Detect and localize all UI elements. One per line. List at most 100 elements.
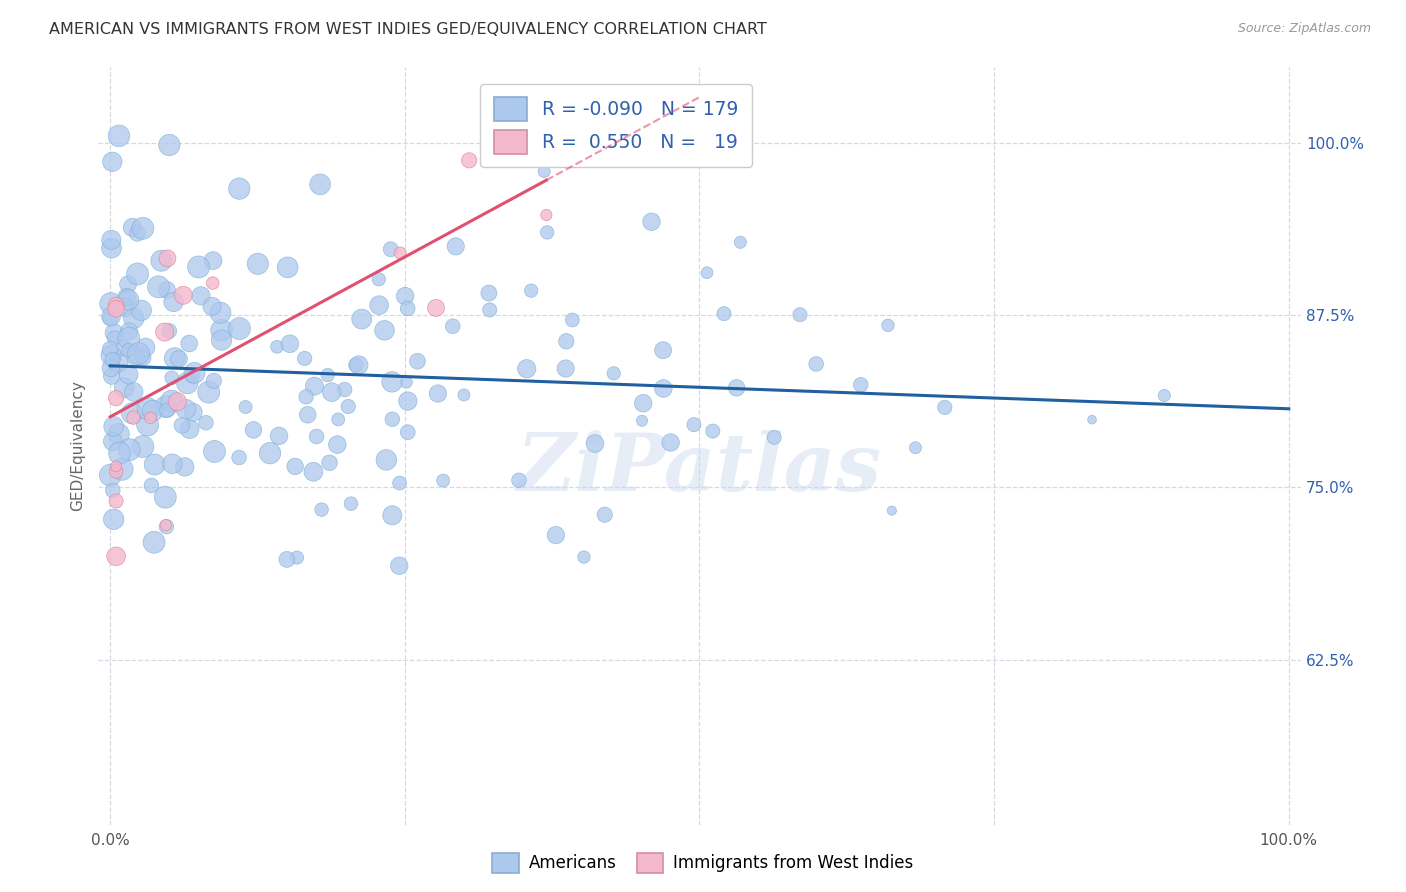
Y-axis label: GED/Equivalency: GED/Equivalency	[70, 381, 86, 511]
Point	[179, 336, 201, 351]
Point	[163, 351, 186, 365]
Point	[302, 465, 325, 479]
Point	[544, 528, 567, 542]
Point	[294, 351, 316, 366]
Point	[246, 257, 269, 271]
Point	[652, 343, 675, 358]
Point	[105, 298, 128, 312]
Point	[396, 301, 419, 316]
Point	[204, 444, 226, 458]
Point	[321, 385, 343, 400]
Point	[880, 503, 903, 517]
Point	[478, 302, 501, 317]
Point	[285, 550, 308, 565]
Point	[209, 306, 232, 320]
Point	[453, 388, 475, 402]
Point	[396, 394, 419, 409]
Point	[554, 361, 576, 376]
Point	[153, 325, 176, 339]
Point	[157, 324, 180, 338]
Point	[105, 549, 128, 564]
Point	[195, 416, 218, 430]
Point	[394, 289, 416, 303]
Point	[725, 381, 748, 395]
Point	[381, 375, 404, 389]
Text: ZiPatlas: ZiPatlas	[517, 430, 882, 508]
Point	[132, 351, 155, 365]
Point	[100, 241, 122, 255]
Point	[101, 154, 124, 169]
Point	[139, 410, 162, 425]
Point	[143, 535, 166, 549]
Point	[516, 361, 538, 376]
Point	[904, 441, 927, 455]
Point	[100, 369, 122, 384]
Point	[730, 235, 752, 250]
Point	[259, 446, 281, 460]
Point	[162, 457, 184, 471]
Point	[122, 311, 145, 326]
Point	[631, 414, 654, 428]
Point	[375, 453, 398, 467]
Point	[117, 293, 139, 307]
Point	[295, 390, 318, 404]
Point	[395, 375, 418, 389]
Point	[242, 423, 264, 437]
Point	[877, 318, 900, 333]
Point	[326, 437, 349, 451]
Point	[344, 358, 367, 372]
Point	[155, 519, 177, 533]
Point	[167, 351, 190, 366]
Point	[129, 303, 152, 318]
Point	[157, 138, 180, 153]
Point	[128, 346, 150, 360]
Point	[156, 252, 179, 266]
Point	[107, 356, 129, 370]
Point	[181, 368, 204, 383]
Point	[118, 325, 141, 339]
Point	[659, 435, 682, 450]
Point	[683, 417, 706, 432]
Point	[536, 226, 558, 240]
Point	[536, 208, 558, 222]
Point	[478, 286, 501, 301]
Point	[381, 508, 404, 523]
Point	[141, 478, 163, 492]
Point	[318, 456, 340, 470]
Point	[181, 405, 204, 419]
Point	[235, 400, 257, 414]
Point	[340, 497, 363, 511]
Point	[789, 308, 811, 322]
Point	[333, 383, 356, 397]
Point	[100, 348, 122, 362]
Point	[583, 436, 606, 450]
Point	[228, 321, 250, 335]
Point	[228, 450, 250, 465]
Point	[350, 312, 373, 326]
Point	[103, 512, 125, 526]
Point	[122, 410, 145, 425]
Point	[98, 343, 121, 357]
Point	[533, 164, 555, 178]
Point	[118, 442, 141, 457]
Point	[508, 473, 530, 487]
Point	[1081, 412, 1104, 426]
Point	[172, 288, 194, 302]
Point	[155, 403, 177, 417]
Point	[122, 384, 145, 399]
Point	[640, 215, 662, 229]
Point	[105, 459, 128, 474]
Point	[337, 400, 360, 414]
Point	[112, 341, 135, 355]
Point	[305, 429, 328, 443]
Point	[1153, 388, 1175, 402]
Point	[115, 290, 138, 304]
Point	[117, 277, 139, 292]
Point	[104, 331, 127, 345]
Point	[328, 412, 350, 426]
Point	[135, 340, 157, 354]
Point	[458, 153, 481, 168]
Point	[155, 518, 177, 533]
Point	[170, 418, 193, 433]
Point	[108, 446, 131, 460]
